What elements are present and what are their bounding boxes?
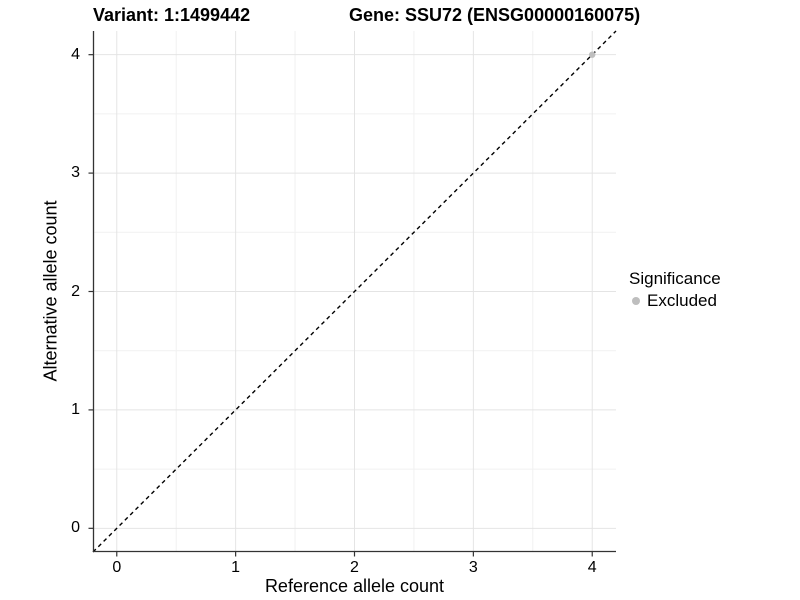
x-tick-label: 2 xyxy=(350,559,359,576)
legend-item-label: Excluded xyxy=(647,291,717,310)
data-point xyxy=(589,51,596,58)
y-tick-label: 3 xyxy=(71,164,80,182)
plot-panel xyxy=(88,30,617,557)
y-axis-title: Alternative allele count xyxy=(40,200,61,382)
variant-title: Variant: 1:1499442 xyxy=(93,5,251,25)
y-tick-label: 1 xyxy=(71,400,80,418)
x-tick-label: 1 xyxy=(231,559,241,576)
x-tick-label: 0 xyxy=(112,559,122,576)
y-tick-label: 4 xyxy=(71,45,80,63)
gene-title: Gene: SSU72 (ENSG00000160075) xyxy=(349,5,641,25)
legend-item: Excluded xyxy=(629,291,721,310)
legend-items: Excluded xyxy=(629,291,721,310)
identity-dashed-line xyxy=(92,30,617,553)
legend-point-icon xyxy=(632,296,640,305)
x-tick-label: 3 xyxy=(468,559,478,576)
x-axis-title: Reference allele count xyxy=(264,576,445,596)
legend-title: Significance xyxy=(629,269,721,288)
y-tick-label: 0 xyxy=(71,519,80,537)
y-tick-label: 2 xyxy=(71,282,80,300)
legend: Significance Excluded xyxy=(629,268,721,310)
plot-canvas xyxy=(88,30,617,557)
x-tick-label: 4 xyxy=(587,559,597,576)
